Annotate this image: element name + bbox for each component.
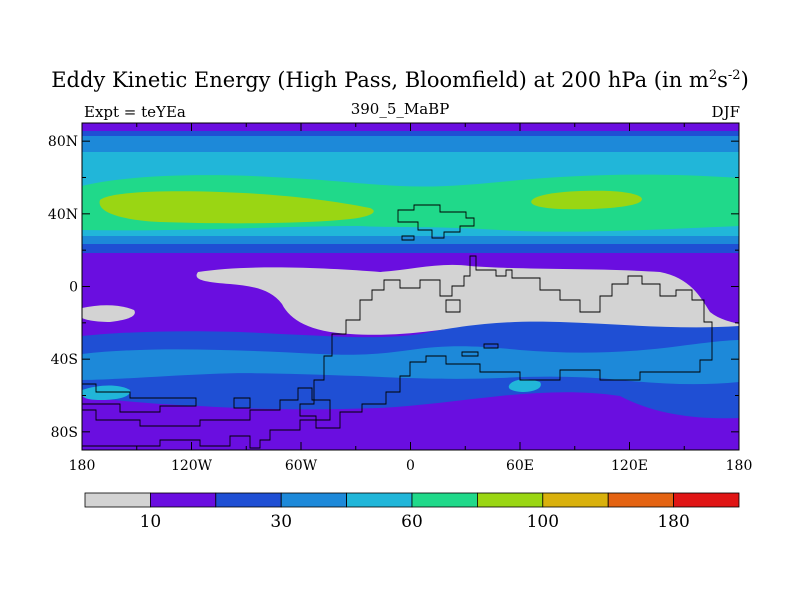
lon-label: 60E bbox=[506, 458, 534, 474]
colorbar-swatch bbox=[607, 492, 675, 508]
colorbar-swatch bbox=[280, 492, 348, 508]
colorbar-label: 180 bbox=[657, 512, 689, 532]
level-45-60-south-west bbox=[82, 385, 131, 400]
colorbar-swatch bbox=[476, 492, 544, 508]
lon-label: 60W bbox=[285, 458, 318, 474]
colorbar-swatch bbox=[542, 492, 609, 508]
level-45-60-south bbox=[508, 379, 541, 392]
colorbar-swatch bbox=[84, 492, 151, 508]
colorbar-label: 10 bbox=[140, 512, 162, 532]
lon-label: 180 bbox=[69, 458, 96, 474]
colorbar-label: 100 bbox=[527, 512, 559, 532]
level-80-100-atlantic bbox=[99, 191, 374, 224]
colorbar-swatch bbox=[346, 492, 413, 508]
colorbar-swatch bbox=[411, 492, 478, 508]
coastlines bbox=[82, 204, 713, 449]
level-80-100-pacific bbox=[531, 190, 642, 210]
lon-label: 0 bbox=[406, 458, 415, 474]
lat-label: 80N bbox=[48, 134, 78, 150]
chart-title: Eddy Kinetic Energy (High Pass, Bloomfie… bbox=[51, 68, 749, 92]
colorbar-swatch bbox=[215, 492, 282, 508]
colorbar-swatch bbox=[673, 492, 740, 508]
lat-label: 40N bbox=[48, 207, 78, 223]
lon-label: 180 bbox=[726, 458, 753, 474]
level-10-20-antarctic bbox=[82, 430, 739, 450]
lon-label: 120E bbox=[611, 458, 648, 474]
chart-subtitle: 390_5_MaBP bbox=[350, 100, 450, 118]
lon-label: 120W bbox=[171, 458, 213, 474]
season-label: DJF bbox=[711, 103, 740, 121]
contour-field bbox=[82, 123, 739, 450]
level-below-10-tropics bbox=[196, 264, 739, 335]
colorbar: 10 30 60 100 180 bbox=[84, 492, 740, 532]
lat-label: 40S bbox=[51, 352, 78, 368]
experiment-label: Expt = teYEa bbox=[84, 103, 186, 121]
level-below-10-west bbox=[82, 305, 135, 322]
colorbar-swatch bbox=[149, 492, 217, 508]
lat-label: 80S bbox=[51, 425, 78, 441]
colorbar-label: 30 bbox=[270, 512, 292, 532]
map-axes: 80N 40N 0 40S 80S 180 120W 60W 0 60E 120E 180 bbox=[48, 123, 752, 474]
lat-label: 0 bbox=[69, 280, 78, 296]
colorbar-label: 60 bbox=[401, 512, 423, 532]
